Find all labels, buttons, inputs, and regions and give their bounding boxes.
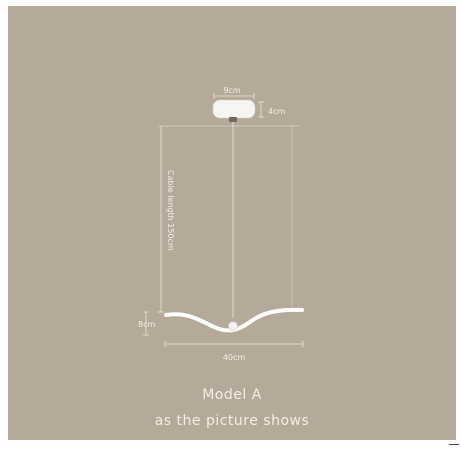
model-caption: Model A (202, 387, 262, 403)
product-photo (8, 6, 456, 440)
ceiling-canopy (212, 99, 256, 119)
fixture-width-label: 40cm (223, 353, 246, 362)
fixture-height-label: 8cm (138, 320, 155, 329)
corner-mark (449, 444, 459, 445)
cable-length-label: Cable length 150cm (166, 170, 175, 251)
canopy-height-label: 4cm (268, 107, 285, 116)
canopy-width-label: 9cm (223, 86, 240, 95)
cable-grip (229, 117, 237, 122)
picture-note-caption: as the picture shows (154, 413, 310, 429)
fixture-connector (228, 321, 238, 331)
wave-light-fixture (164, 307, 304, 333)
